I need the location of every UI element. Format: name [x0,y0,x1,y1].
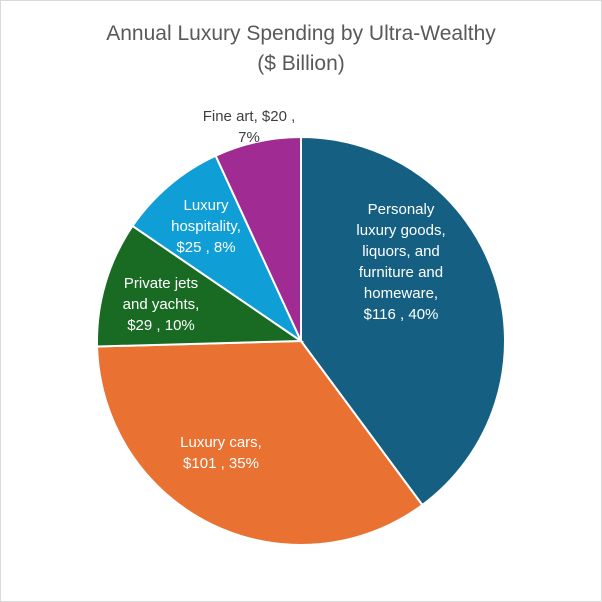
slice-data-label-line: Fine art, $20 , [203,108,296,125]
pie-slice-1 [96,339,424,547]
chart-title: Annual Luxury Spending by Ultra-Wealthy … [1,19,601,79]
slice-data-label-line: furniture and [359,264,443,281]
chart-title-line-2: ($ Billion) [257,52,345,75]
slice-data-label-line: Luxury cars, [180,434,262,451]
slice-data-label-2: Private jets and yachts, $29 , 10% [123,275,200,334]
slice-data-label-1: Luxury cars, $101 , 35% [180,434,262,472]
slice-data-label-line: luxury goods, [356,222,445,239]
slice-data-label-line: $116 , 40% [364,306,439,323]
slice-data-label-line: $25 , 8% [176,239,235,256]
slice-data-label-line: hospitality, [171,218,241,235]
pie-slice-0 [300,135,507,507]
slice-data-label-line: 7% [238,129,260,146]
pie-slice-2 [96,224,305,348]
slice-data-label-4: Fine art, $20 , 7% [203,108,296,146]
pie-slice-3 [131,154,304,344]
slice-data-label-line: $29 , 10% [127,317,195,334]
slice-data-label-3: Luxury hospitality, $25 , 8% [171,197,241,256]
slice-data-label-line: liquors, and [362,243,440,260]
pie-slice-4 [214,135,302,342]
slice-data-label-line: Luxury [183,197,229,214]
slice-data-label-line: and yachts, [123,296,200,313]
slice-data-label-line: $101 , 35% [183,455,259,472]
chart-title-line-1: Annual Luxury Spending by Ultra-Wealthy [106,22,496,45]
slice-data-label-line: Personaly [368,201,435,218]
slice-data-label-line: Private jets [124,275,198,292]
slice-data-label-0: Personaly luxury goods, liquors, and furnit… [356,201,445,323]
slice-data-label-line: homeware, [364,285,438,302]
